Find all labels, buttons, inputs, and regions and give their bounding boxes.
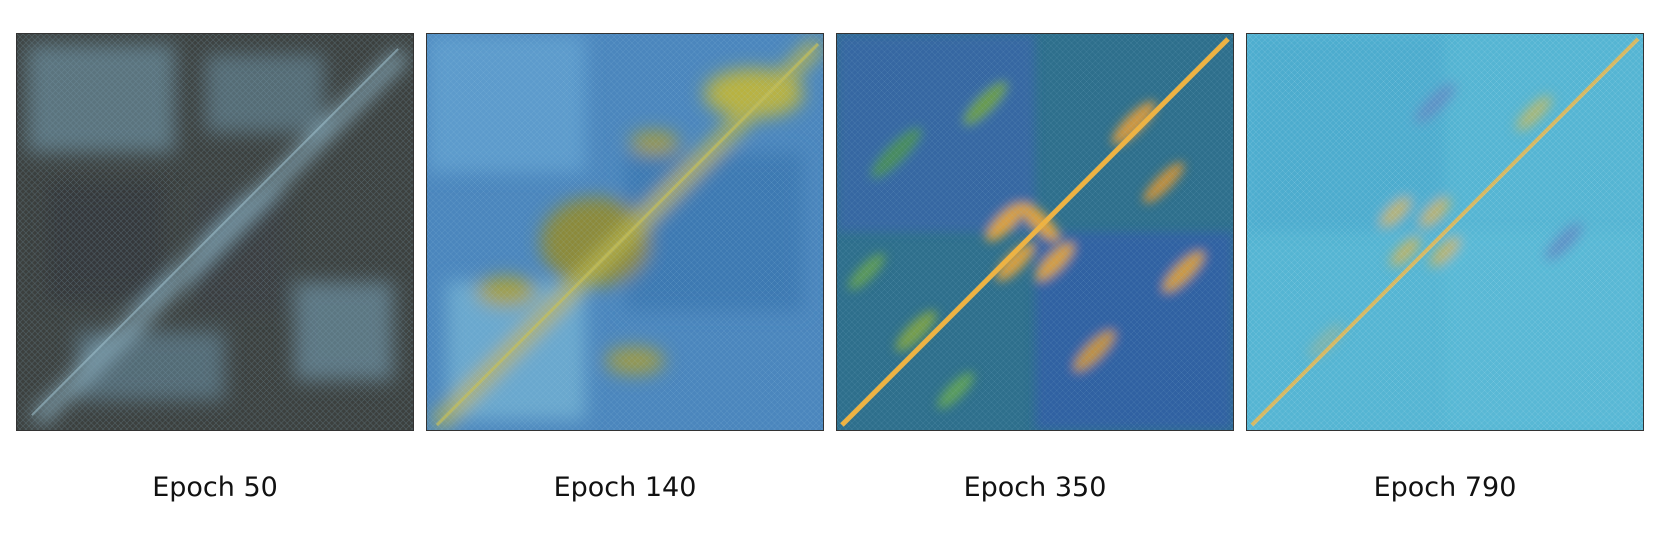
caption-epoch-50: Epoch 50 (152, 472, 278, 503)
caption-epoch-140: Epoch 140 (553, 472, 697, 503)
caption-epoch-350: Epoch 350 (963, 472, 1107, 503)
heatmap-epoch-50-image (17, 34, 413, 430)
heatmap-epoch-790-image (1247, 34, 1643, 430)
heatmap-epoch-790 (1246, 33, 1644, 431)
heatmap-epoch-350-image (837, 34, 1233, 430)
heatmap-epoch-350 (836, 33, 1234, 431)
heatmap-epoch-140-image (427, 34, 823, 430)
heatmap-epoch-140 (426, 33, 824, 431)
heatmap-epoch-50 (16, 33, 414, 431)
caption-epoch-790: Epoch 790 (1373, 472, 1517, 503)
